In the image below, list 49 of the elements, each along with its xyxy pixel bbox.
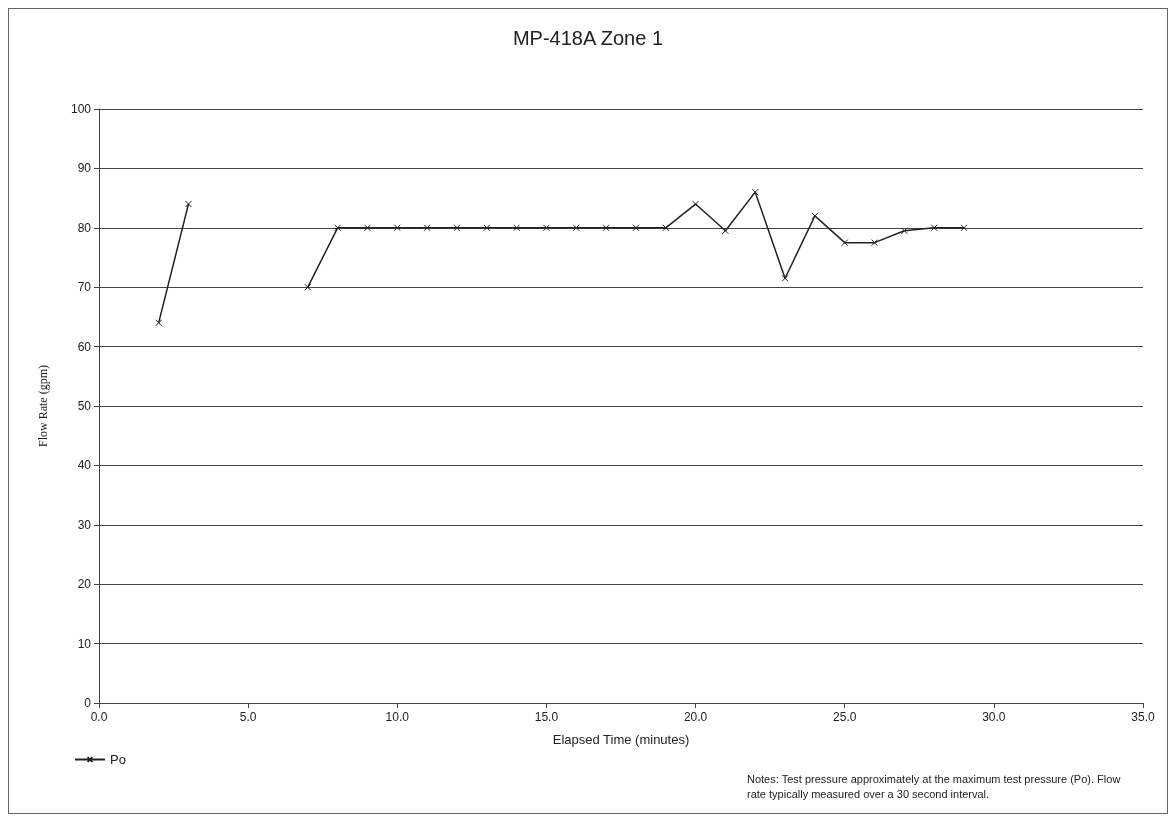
y-tick-label: 0 <box>84 696 92 710</box>
text: Notes: Test pressure approximately at the maximum test pressure (Po). Flow rate typically measured over a 30 second interval. <box>747 772 1124 800</box>
y-tick-label: 60 <box>77 339 92 354</box>
point <box>692 200 700 208</box>
point <box>572 224 580 232</box>
y-tick-label: 70 <box>77 280 92 295</box>
x-tick-label: 25.0 <box>833 710 857 724</box>
point <box>304 283 312 291</box>
y-tick-label: 50 <box>77 399 92 413</box>
y-tick-label: 90 <box>77 161 92 176</box>
point <box>662 224 670 232</box>
point <box>542 224 550 232</box>
y-tick-label: 80 <box>77 220 92 235</box>
x-tick-label: 35.0 <box>1131 710 1155 724</box>
y-tick-label: 30 <box>77 517 92 532</box>
x-tick-label: 30.0 <box>982 710 1006 724</box>
y-tick-label: 20 <box>77 577 92 592</box>
point <box>423 224 431 232</box>
point <box>721 227 729 235</box>
y-tick-label: 10 <box>77 636 92 651</box>
x-tick-label: 20.0 <box>683 710 708 724</box>
point <box>781 274 789 282</box>
x-tick-label: 5.0 <box>239 710 257 724</box>
point <box>602 224 610 232</box>
point <box>751 188 759 196</box>
point <box>334 224 342 232</box>
x-tick-label: 15.0 <box>534 710 559 724</box>
chart-title: MP-418A Zone 1 <box>512 27 664 49</box>
point <box>900 227 908 235</box>
y-tick-label: 100 <box>70 102 92 116</box>
point <box>930 224 938 232</box>
point <box>393 224 401 232</box>
point <box>632 224 640 232</box>
point <box>453 224 461 232</box>
point <box>871 239 879 247</box>
point <box>811 212 819 220</box>
point <box>513 224 521 232</box>
y-axis-title: Flow Rate (gpm) <box>36 365 50 447</box>
point <box>483 224 491 232</box>
x-tick-label: 0.0 <box>90 710 108 724</box>
point <box>363 224 371 232</box>
point <box>841 239 849 247</box>
y-tick-label: 40 <box>77 458 92 473</box>
point <box>184 200 192 208</box>
point <box>960 224 968 232</box>
x-tick-label: 10.0 <box>385 710 410 724</box>
x-axis-title: Elapsed Time (minutes) <box>552 732 690 747</box>
legend-label: Po <box>110 752 126 767</box>
point <box>155 319 163 327</box>
